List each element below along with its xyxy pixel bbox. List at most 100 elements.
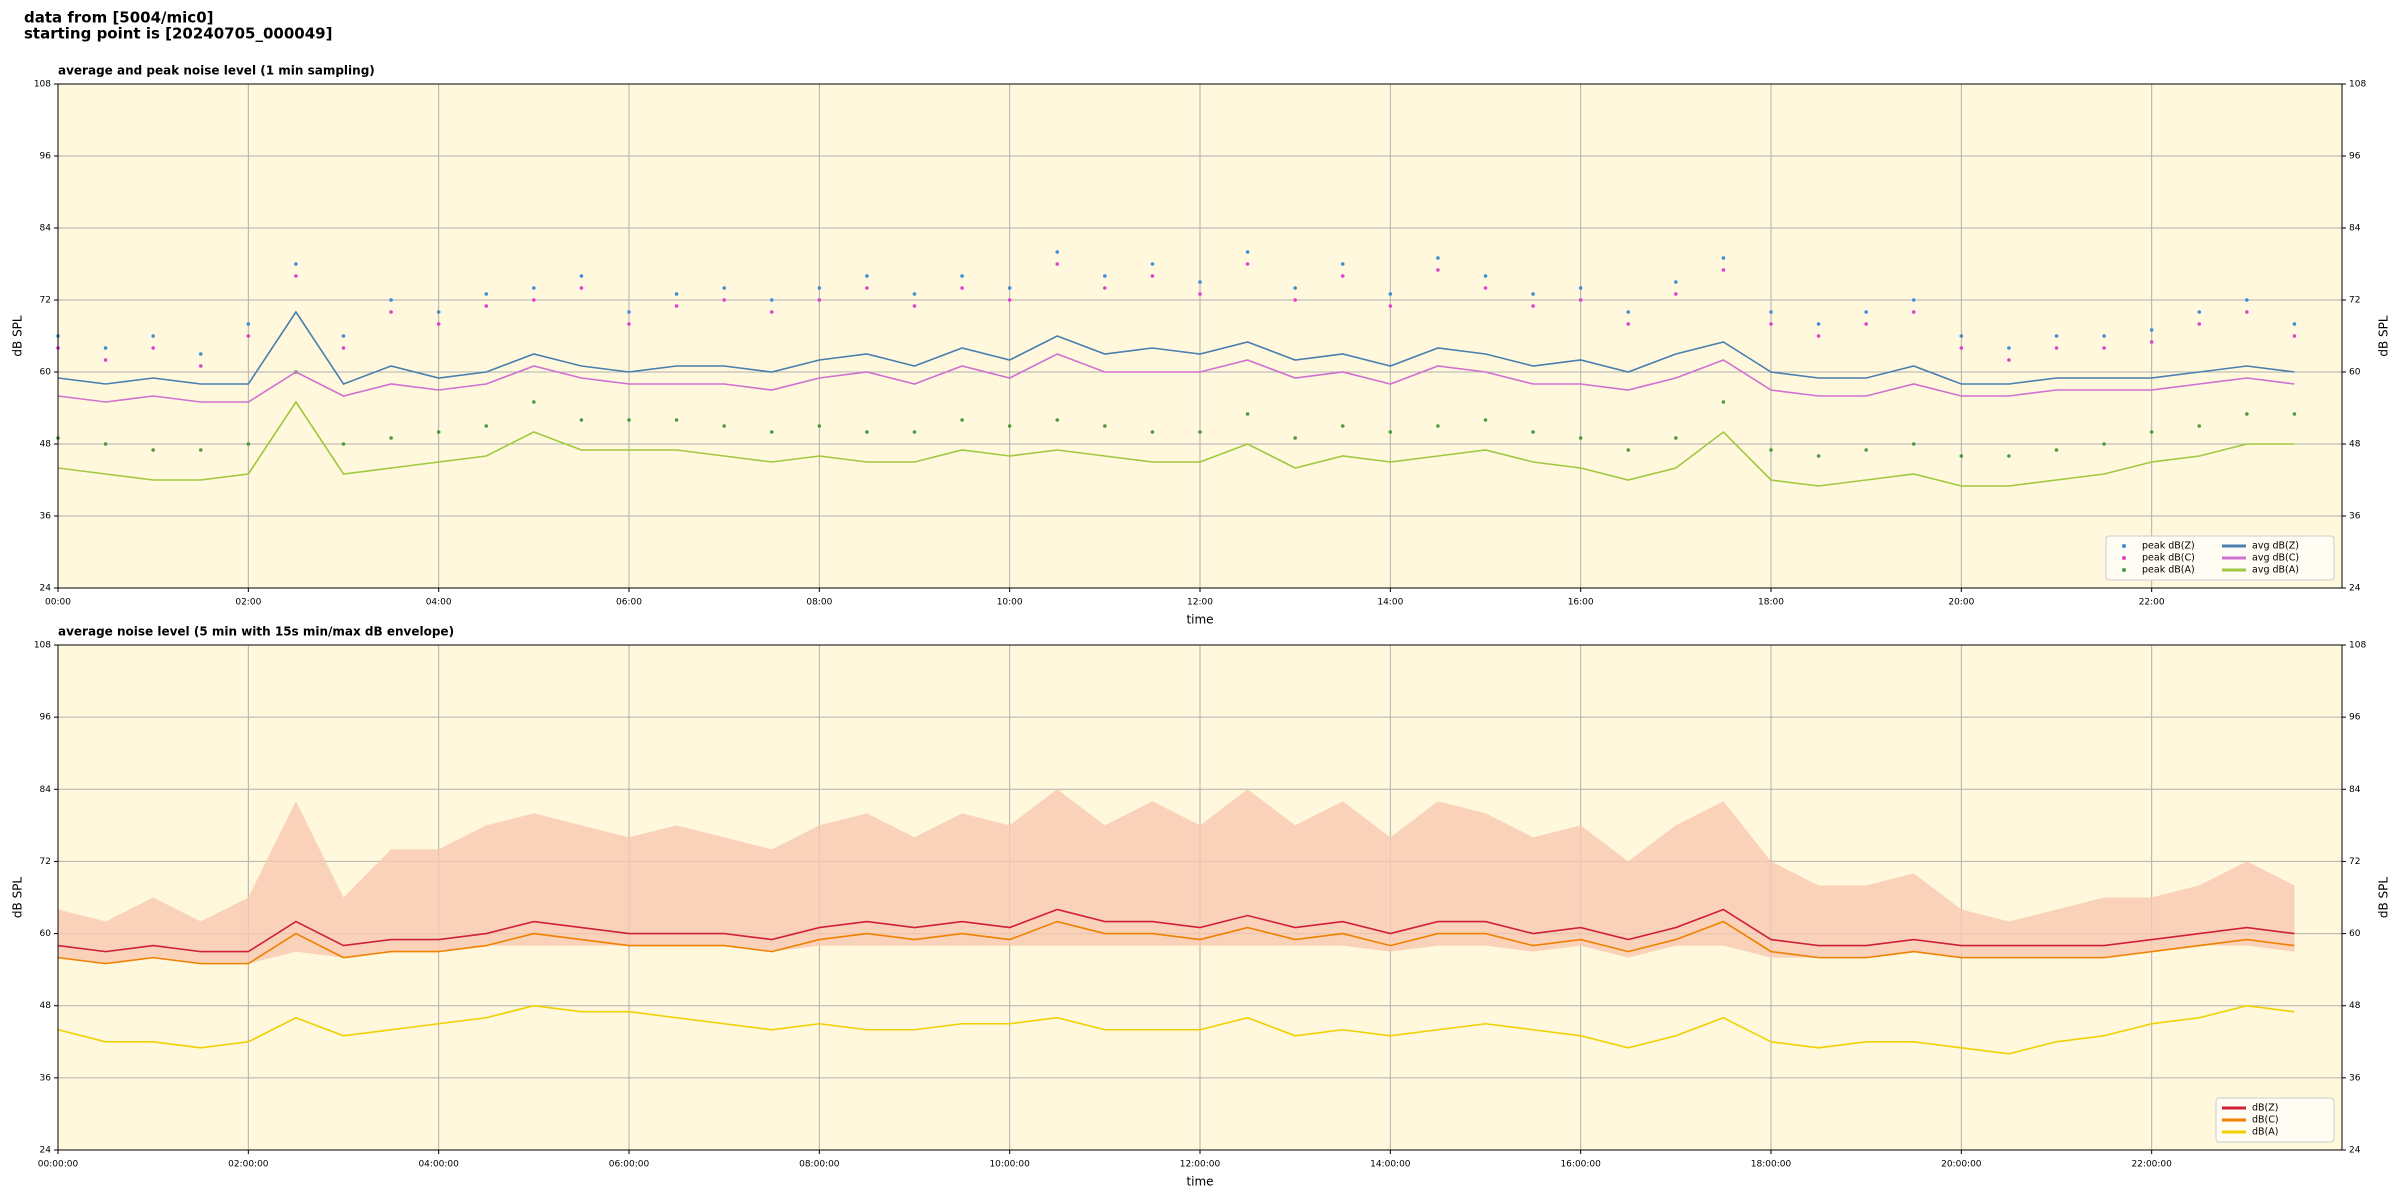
y-tick-label: 72 — [40, 857, 51, 867]
peak-point — [1674, 280, 1678, 284]
y2-tick-label: 36 — [2349, 1073, 2361, 1083]
y-tick-label: 96 — [40, 713, 52, 723]
y2-tick-label: 96 — [2349, 152, 2361, 162]
peak-point — [865, 286, 869, 290]
peak-point — [817, 298, 822, 302]
plot-frame — [57, 644, 2343, 1151]
peak-point — [2292, 322, 2297, 326]
y2-tick-label: 24 — [2349, 1146, 2361, 1156]
peak-point — [1150, 274, 1155, 278]
peak-point — [722, 424, 726, 428]
series-line — [57, 353, 2295, 403]
y2-axis-label: dB SPL — [2377, 315, 2391, 357]
peak-point — [1150, 262, 1155, 266]
peak-point — [1531, 430, 1535, 434]
peak-point — [1388, 304, 1393, 308]
peak-point — [769, 430, 774, 434]
peak-point — [246, 442, 251, 446]
peak-point — [1578, 286, 1583, 290]
peak-point — [579, 286, 584, 290]
y-tick-label: 48 — [40, 440, 52, 450]
legend-label: peak dB(C) — [2142, 553, 2195, 564]
peak-point — [1483, 286, 1488, 290]
y2-tick-label: 96 — [2349, 713, 2361, 723]
peak-point — [1674, 292, 1678, 296]
series-line — [57, 908, 2295, 953]
peak-point — [1578, 298, 1583, 302]
y-tick-label: 60 — [40, 368, 52, 378]
x-tick-label: 14:00 — [1377, 598, 1403, 608]
x-tick-label: 08:00:00 — [799, 1160, 840, 1170]
peak-point — [1245, 262, 1250, 266]
peak-point — [389, 298, 393, 302]
y-axis-label: dB SPL — [11, 315, 25, 357]
peak-point — [674, 418, 679, 422]
peak-point — [2149, 328, 2154, 332]
y-tick-label: 72 — [40, 296, 51, 306]
peak-point — [1721, 400, 1726, 404]
peak-point — [294, 274, 298, 278]
peak-point — [484, 424, 489, 428]
peak-point — [1959, 346, 1964, 350]
peak-point — [1816, 322, 1821, 326]
peak-point — [532, 286, 536, 290]
x-tick-label: 10:00 — [997, 598, 1023, 608]
peak-point — [2102, 334, 2106, 338]
peak-point — [2245, 298, 2249, 302]
peak-point — [865, 430, 869, 434]
peak-point — [2149, 340, 2154, 344]
peak-point — [1245, 412, 1250, 416]
peak-point — [1769, 448, 1773, 452]
y2-tick-label: 72 — [2349, 857, 2360, 867]
x-tick-label: 10:00:00 — [989, 1160, 1030, 1170]
peak-point — [1293, 436, 1297, 440]
peak-point — [1864, 322, 1868, 326]
peak-point — [1055, 250, 1060, 254]
x-tick-label: 18:00 — [1758, 598, 1784, 608]
peak-point — [1959, 334, 1964, 338]
peak-point — [2245, 412, 2249, 416]
peak-point — [198, 448, 203, 452]
peak-point — [1388, 430, 1393, 434]
peak-point — [960, 418, 964, 422]
x-tick-label: 02:00:00 — [228, 1160, 269, 1170]
peak-point — [1864, 448, 1868, 452]
peak-point — [1007, 298, 1012, 302]
peak-point — [2007, 358, 2011, 362]
peak-point — [2054, 346, 2059, 350]
peak-point — [1531, 292, 1535, 296]
peak-point — [103, 346, 108, 350]
peak-point — [1293, 286, 1297, 290]
y-tick-label: 96 — [40, 152, 52, 162]
series-line — [57, 920, 2295, 965]
peak-point — [294, 262, 298, 266]
peak-point — [103, 442, 108, 446]
x-tick-label: 04:00:00 — [418, 1160, 459, 1170]
y2-tick-label: 108 — [2349, 641, 2366, 651]
y2-tick-label: 84 — [2349, 224, 2361, 234]
legend-label: avg dB(Z) — [2252, 541, 2299, 552]
peak-point — [912, 304, 917, 308]
peak-point — [865, 274, 869, 278]
y2-axis-label: dB SPL — [2377, 877, 2391, 919]
peak-point — [1055, 262, 1060, 266]
legend-label: peak dB(A) — [2142, 565, 2195, 576]
peak-point — [532, 400, 536, 404]
peak-point — [484, 292, 489, 296]
peak-point — [151, 346, 155, 350]
header-line: data from [5004/mic0] — [24, 9, 214, 27]
peak-point — [2292, 412, 2297, 416]
peak-point — [1436, 256, 1440, 260]
peak-point — [1483, 274, 1488, 278]
legend-swatch — [2122, 568, 2126, 572]
peak-point — [389, 310, 393, 314]
peak-point — [1674, 436, 1678, 440]
peak-point — [2007, 454, 2011, 458]
y-tick-label: 84 — [40, 785, 52, 795]
peak-point — [341, 346, 346, 350]
y2-tick-label: 48 — [2349, 1001, 2361, 1011]
y2-tick-label: 24 — [2349, 584, 2361, 594]
x-tick-label: 20:00 — [1948, 598, 1974, 608]
y-tick-label: 108 — [34, 80, 51, 90]
legend-label: dB(A) — [2252, 1127, 2278, 1138]
